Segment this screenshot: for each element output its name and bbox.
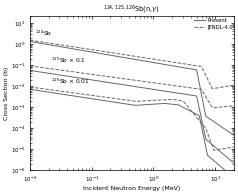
Present	[152, 61, 155, 64]
X-axis label: Incident Neutron Energy (MeV): Incident Neutron Energy (MeV)	[83, 186, 180, 191]
Present	[159, 62, 161, 65]
Present	[41, 43, 44, 45]
JENDL-4.0	[159, 59, 161, 61]
Line: JENDL-4.0: JENDL-4.0	[30, 40, 234, 89]
Y-axis label: Cross Section (b): Cross Section (b)	[4, 67, 9, 120]
JENDL-4.0	[152, 58, 155, 60]
Title: $^{124,125,126}$Sb(n,$\gamma$): $^{124,125,126}$Sb(n,$\gamma$)	[104, 4, 160, 16]
JENDL-4.0	[147, 57, 150, 59]
JENDL-4.0	[29, 39, 31, 41]
Present	[147, 60, 150, 63]
Present	[29, 40, 31, 43]
Present	[204, 114, 207, 116]
Present	[232, 134, 235, 136]
JENDL-4.0	[211, 88, 214, 90]
Legend: Present, JENDL-4.0: Present, JENDL-4.0	[193, 18, 233, 31]
JENDL-4.0	[183, 63, 186, 65]
Text: $^{126}$Sb $\times$ 0.01: $^{126}$Sb $\times$ 0.01	[51, 76, 90, 86]
Text: $^{124}$Sb: $^{124}$Sb	[35, 28, 52, 38]
Line: Present: Present	[30, 42, 234, 135]
JENDL-4.0	[204, 74, 207, 76]
Present	[183, 67, 186, 69]
Text: $^{125}$Sb $\times$ 0.1: $^{125}$Sb $\times$ 0.1	[51, 55, 86, 65]
JENDL-4.0	[232, 84, 235, 86]
JENDL-4.0	[41, 41, 44, 43]
